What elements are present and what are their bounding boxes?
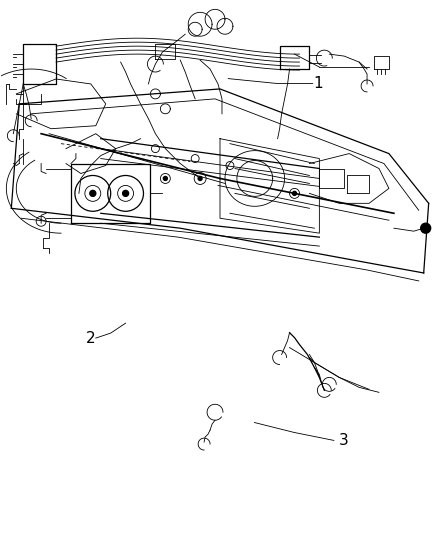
- Text: 3: 3: [338, 433, 348, 448]
- Circle shape: [292, 191, 296, 196]
- Circle shape: [420, 223, 430, 233]
- Circle shape: [122, 190, 128, 196]
- Text: 2: 2: [86, 330, 95, 345]
- Circle shape: [198, 176, 201, 181]
- Text: 1: 1: [312, 76, 322, 91]
- Circle shape: [90, 190, 95, 196]
- Circle shape: [163, 176, 167, 181]
